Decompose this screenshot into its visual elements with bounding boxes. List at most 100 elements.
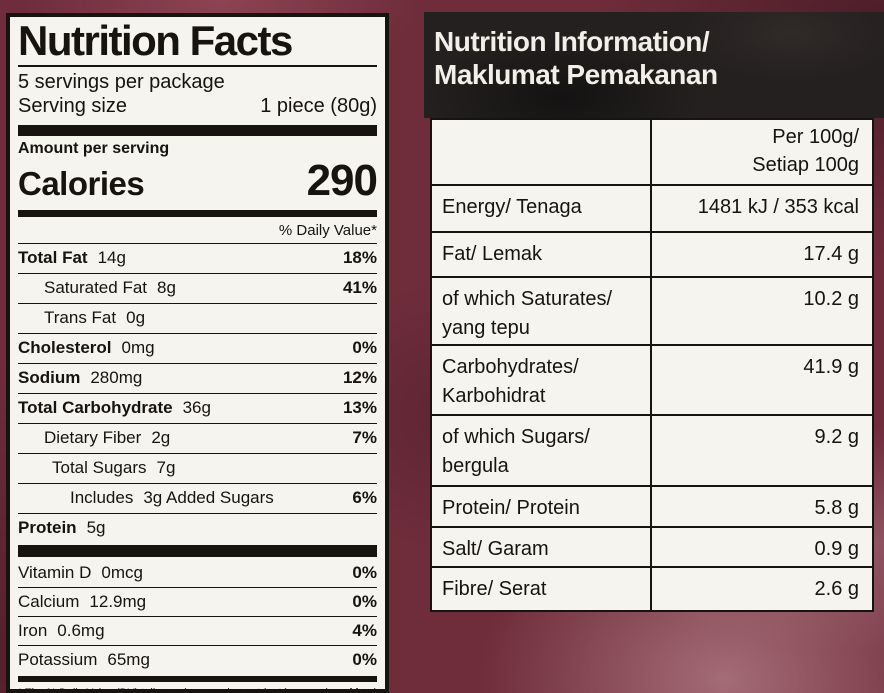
table-row-sugars: of which Sugars/bergula 9.2 g bbox=[432, 416, 872, 487]
nutrition-information-title-line1: Nutrition Information/ bbox=[434, 26, 710, 57]
row-label: Energy/ Tenaga bbox=[442, 196, 582, 218]
micronutrient-row-calcium: Calcium 12.9mg 0% bbox=[18, 586, 377, 616]
per-100g-header: Per 100g/ Setiap 100g bbox=[650, 120, 872, 184]
nutrient-name: Total Sugars bbox=[52, 458, 147, 478]
row-label-line2: Karbohidrat bbox=[442, 385, 546, 407]
per-100g-line2: Setiap 100g bbox=[752, 154, 859, 176]
calories-row: Calories 290 bbox=[18, 155, 378, 206]
daily-value-footnote: * The % Daily Value (DV) tells you how m… bbox=[18, 685, 377, 693]
nutrient-name: Sodium bbox=[18, 368, 81, 388]
calories-label: Calories bbox=[18, 164, 145, 202]
micronutrient-row-iron: Iron 0.6mg 4% bbox=[18, 615, 377, 645]
serving-size-label: Serving size bbox=[18, 95, 127, 118]
table-header-row: Per 100g/ Setiap 100g bbox=[432, 120, 872, 186]
divider-medium bbox=[18, 675, 377, 682]
nutrient-amount: 0mg bbox=[121, 338, 155, 358]
row-value: 0.9 g bbox=[814, 538, 859, 560]
nutrition-information-title-line2: Maklumat Pemakanan bbox=[434, 58, 718, 90]
nutrient-name: Calcium bbox=[18, 591, 80, 611]
row-label: of which Saturates/ bbox=[442, 288, 613, 310]
nutrient-name: Potassium bbox=[18, 649, 98, 669]
nutrient-row-total-carbohydrate: Total Carbohydrate 36g 13% bbox=[18, 394, 377, 424]
serving-size-row: Serving size 1 piece (80g) bbox=[18, 94, 377, 118]
row-value: 1481 kJ / 353 kcal bbox=[697, 196, 859, 218]
nutrient-amount: 3g Added Sugars bbox=[143, 488, 274, 508]
table-row-salt: Salt/ Garam 0.9 g bbox=[432, 528, 872, 568]
row-value: 17.4 g bbox=[803, 243, 859, 265]
per-100g-line1: Per 100g/ bbox=[772, 126, 859, 148]
nutrition-facts-label: Nutrition Facts 5 servings per package S… bbox=[6, 13, 389, 693]
nutrient-dv: 0% bbox=[352, 562, 377, 582]
nutrition-information-table: Per 100g/ Setiap 100g Energy/ Tenaga 148… bbox=[430, 118, 874, 612]
row-label-line2: yang tepu bbox=[442, 317, 530, 339]
nutrient-amount: 2g bbox=[151, 428, 171, 448]
nutrition-facts-title: Nutrition Facts bbox=[18, 17, 293, 64]
calories-value: 290 bbox=[306, 155, 378, 205]
row-value: 10.2 g bbox=[803, 288, 859, 310]
nutrient-dv: 0% bbox=[352, 649, 377, 669]
row-label: Protein/ Protein bbox=[442, 497, 580, 519]
daily-value-header: % Daily Value* bbox=[278, 221, 377, 239]
nutrient-amount: 5g bbox=[86, 518, 106, 538]
nutrient-name: Cholesterol bbox=[18, 338, 112, 358]
table-row-fibre: Fibre/ Serat 2.6 g bbox=[432, 568, 872, 610]
nutrient-row-dietary-fiber: Dietary Fiber 2g 7% bbox=[18, 424, 377, 454]
row-label-line2: bergula bbox=[442, 455, 509, 477]
nutrient-rows: Total Fat 14g 18% Saturated Fat 8g 41% Tra… bbox=[18, 242, 377, 543]
nutrient-amount: 7g bbox=[156, 458, 176, 478]
nutrient-row-saturated-fat: Saturated Fat 8g 41% bbox=[18, 274, 377, 304]
nutrient-row-trans-fat: Trans Fat 0g bbox=[18, 304, 377, 334]
micronutrient-row-potassium: Potassium 65mg 0% bbox=[18, 644, 377, 674]
nutrient-row-total-sugars: Total Sugars 7g bbox=[18, 454, 377, 484]
nutrient-name: Total Carbohydrate bbox=[18, 398, 173, 418]
table-row-carbohydrates: Carbohydrates/Karbohidrat 41.9 g bbox=[432, 346, 872, 416]
row-label: Fibre/ Serat bbox=[442, 578, 547, 600]
micronutrient-rows: Vitamin D 0mcg 0% Calcium 12.9mg 0% Iron 0.… bbox=[18, 559, 377, 674]
nutrition-information-header: Nutrition Information/ Maklumat Pemakana… bbox=[424, 12, 884, 118]
nutrient-row-sodium: Sodium 280mg 12% bbox=[18, 364, 377, 394]
nutrient-dv: 13% bbox=[342, 398, 377, 418]
nutrient-row-protein: Protein 5g bbox=[18, 514, 377, 543]
table-row-fat: Fat/ Lemak 17.4 g bbox=[432, 233, 872, 278]
row-label: Fat/ Lemak bbox=[442, 243, 543, 265]
row-value: 9.2 g bbox=[814, 426, 859, 448]
nutrient-row-added-sugars: Includes 3g Added Sugars 6% bbox=[18, 484, 377, 514]
nutrient-dv: 0% bbox=[352, 591, 377, 611]
nutrient-name: Dietary Fiber bbox=[44, 428, 142, 448]
row-label: Carbohydrates/ bbox=[442, 356, 579, 378]
nutrient-dv: 41% bbox=[342, 278, 377, 298]
serving-size-value: 1 piece (80g) bbox=[260, 95, 377, 118]
nutrient-name: Total Fat bbox=[18, 248, 88, 268]
row-value: 5.8 g bbox=[814, 497, 859, 519]
nutrient-amount: 280mg bbox=[90, 368, 143, 388]
row-label: of which Sugars/ bbox=[442, 426, 590, 448]
nutrient-name: Trans Fat bbox=[44, 308, 117, 328]
divider-thick bbox=[18, 544, 377, 557]
nutrient-dv: 4% bbox=[352, 620, 377, 640]
micronutrient-row-vitamin-d: Vitamin D 0mcg 0% bbox=[18, 559, 377, 587]
divider-thick bbox=[18, 124, 377, 136]
table-row-protein: Protein/ Protein 5.8 g bbox=[432, 487, 872, 528]
divider bbox=[18, 64, 377, 67]
nutrient-dv: 7% bbox=[352, 428, 377, 448]
nutrient-name: Includes bbox=[70, 488, 134, 508]
servings-per-package: 5 servings per package bbox=[18, 70, 225, 93]
row-label: Salt/ Garam bbox=[442, 538, 549, 560]
nutrient-name: Protein bbox=[18, 518, 77, 538]
nutrient-amount: 0.6mg bbox=[57, 620, 105, 640]
nutrient-dv: 12% bbox=[342, 368, 377, 388]
nutrient-amount: 0mcg bbox=[101, 562, 143, 582]
nutrient-amount: 12.9mg bbox=[89, 591, 147, 611]
nutrient-row-total-fat: Total Fat 14g 18% bbox=[18, 244, 377, 274]
row-value: 2.6 g bbox=[814, 578, 859, 600]
nutrient-amount: 8g bbox=[157, 278, 176, 298]
nutrient-dv: 0% bbox=[352, 338, 377, 358]
amount-per-serving-label: Amount per serving bbox=[18, 139, 170, 157]
nutrient-row-cholesterol: Cholesterol 0mg 0% bbox=[18, 334, 377, 364]
header-empty-cell bbox=[432, 120, 650, 184]
nutrient-dv: 6% bbox=[352, 488, 377, 508]
divider-medium bbox=[18, 209, 377, 217]
footnote-line-1: * The % Daily Value (DV) tells you how m… bbox=[18, 686, 377, 693]
nutrient-amount: 14g bbox=[97, 248, 126, 268]
